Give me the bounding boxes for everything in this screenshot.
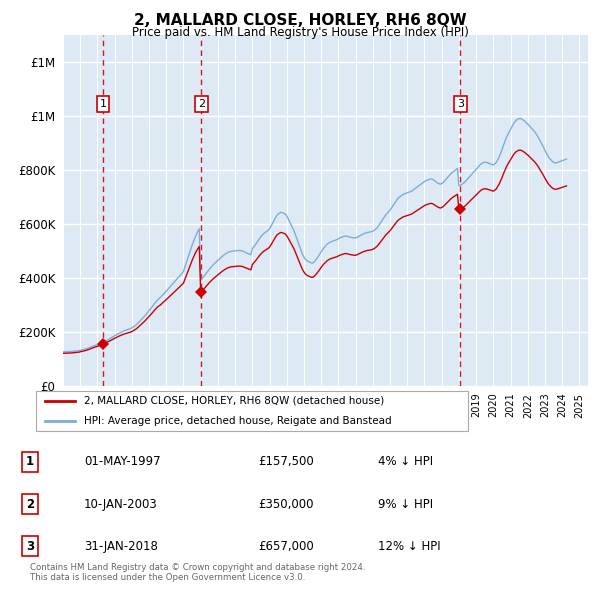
Text: 3: 3 [26, 540, 34, 553]
Text: £657,000: £657,000 [258, 540, 314, 553]
Text: Price paid vs. HM Land Registry's House Price Index (HPI): Price paid vs. HM Land Registry's House … [131, 26, 469, 39]
Text: 9% ↓ HPI: 9% ↓ HPI [378, 497, 433, 510]
Text: 2: 2 [26, 497, 34, 510]
Text: 01-MAY-1997: 01-MAY-1997 [84, 455, 161, 468]
Text: £157,500: £157,500 [258, 455, 314, 468]
Text: 31-JAN-2018: 31-JAN-2018 [84, 540, 158, 553]
Text: Contains HM Land Registry data © Crown copyright and database right 2024.
This d: Contains HM Land Registry data © Crown c… [30, 563, 365, 582]
Text: 4% ↓ HPI: 4% ↓ HPI [378, 455, 433, 468]
Text: 2: 2 [197, 99, 205, 109]
Text: HPI: Average price, detached house, Reigate and Banstead: HPI: Average price, detached house, Reig… [83, 416, 391, 425]
Text: 1: 1 [100, 99, 107, 109]
Text: 3: 3 [457, 99, 464, 109]
Text: 1: 1 [26, 455, 34, 468]
Text: 2, MALLARD CLOSE, HORLEY, RH6 8QW: 2, MALLARD CLOSE, HORLEY, RH6 8QW [134, 13, 466, 28]
Text: £350,000: £350,000 [258, 497, 314, 510]
Text: 12% ↓ HPI: 12% ↓ HPI [378, 540, 440, 553]
Text: 10-JAN-2003: 10-JAN-2003 [84, 497, 158, 510]
Text: 2, MALLARD CLOSE, HORLEY, RH6 8QW (detached house): 2, MALLARD CLOSE, HORLEY, RH6 8QW (detac… [83, 396, 384, 405]
